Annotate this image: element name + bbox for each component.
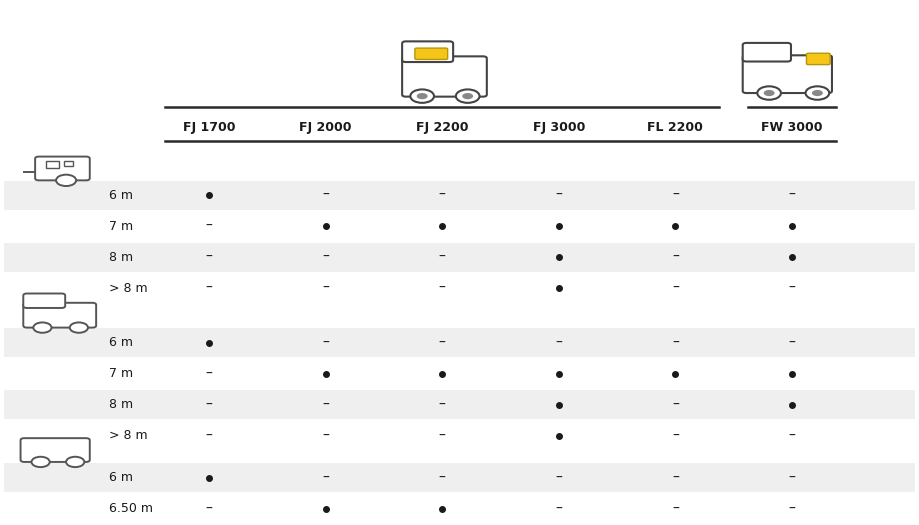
Text: –: –	[206, 281, 212, 296]
Text: 8 m: 8 m	[108, 251, 133, 264]
Text: –: –	[672, 471, 679, 485]
Text: –: –	[438, 335, 446, 350]
Text: –: –	[206, 250, 212, 264]
Bar	[5, 181, 914, 210]
Text: –: –	[438, 188, 446, 202]
Text: 6 m: 6 m	[108, 471, 133, 485]
Text: > 8 m: > 8 m	[108, 429, 148, 442]
Text: –: –	[206, 428, 212, 443]
FancyBboxPatch shape	[23, 303, 96, 328]
Text: 6 m: 6 m	[108, 189, 133, 202]
Circle shape	[70, 322, 88, 333]
Text: –: –	[555, 188, 562, 202]
Text: –: –	[438, 428, 446, 443]
Text: –: –	[206, 397, 212, 412]
Text: –: –	[672, 250, 679, 264]
Circle shape	[764, 90, 775, 96]
Text: FJ 3000: FJ 3000	[533, 121, 585, 134]
FancyBboxPatch shape	[414, 48, 448, 59]
Text: –: –	[206, 366, 212, 381]
Text: –: –	[555, 471, 562, 485]
Text: –: –	[323, 188, 329, 202]
Text: –: –	[323, 250, 329, 264]
Circle shape	[410, 89, 434, 103]
Text: –: –	[672, 502, 679, 516]
Text: –: –	[672, 397, 679, 412]
Circle shape	[757, 86, 781, 100]
Text: FL 2200: FL 2200	[647, 121, 703, 134]
Text: FJ 1700: FJ 1700	[183, 121, 235, 134]
Text: FW 3000: FW 3000	[761, 121, 823, 134]
Text: –: –	[438, 250, 446, 264]
Bar	[5, 243, 914, 272]
Bar	[46, 161, 59, 168]
Text: –: –	[672, 188, 679, 202]
Text: –: –	[789, 188, 795, 202]
Text: –: –	[323, 335, 329, 350]
Text: –: –	[672, 281, 679, 296]
Text: 7 m: 7 m	[108, 367, 133, 380]
FancyBboxPatch shape	[743, 55, 832, 93]
Circle shape	[66, 457, 85, 467]
Text: –: –	[323, 428, 329, 443]
FancyBboxPatch shape	[403, 41, 453, 62]
Text: –: –	[789, 428, 795, 443]
Text: –: –	[789, 502, 795, 516]
Text: 6 m: 6 m	[108, 336, 133, 349]
Bar	[5, 390, 914, 419]
FancyBboxPatch shape	[807, 53, 830, 65]
FancyBboxPatch shape	[20, 438, 90, 462]
Text: –: –	[438, 281, 446, 296]
Text: –: –	[323, 397, 329, 412]
Text: –: –	[438, 471, 446, 485]
Circle shape	[416, 93, 427, 99]
FancyBboxPatch shape	[403, 56, 487, 97]
Circle shape	[31, 457, 50, 467]
FancyBboxPatch shape	[23, 293, 65, 308]
Text: –: –	[323, 281, 329, 296]
Text: 6.50 m: 6.50 m	[108, 502, 153, 516]
Text: –: –	[672, 428, 679, 443]
Text: –: –	[555, 335, 562, 350]
Circle shape	[462, 93, 473, 99]
Bar	[5, 328, 914, 357]
Text: 7 m: 7 m	[108, 220, 133, 233]
Text: FJ 2000: FJ 2000	[300, 121, 352, 134]
FancyBboxPatch shape	[35, 156, 90, 181]
Bar	[5, 464, 914, 492]
Text: –: –	[206, 502, 212, 516]
FancyBboxPatch shape	[743, 43, 791, 61]
Text: > 8 m: > 8 m	[108, 282, 148, 295]
Text: –: –	[206, 219, 212, 233]
Text: –: –	[789, 335, 795, 350]
Text: –: –	[438, 397, 446, 412]
Circle shape	[806, 86, 829, 100]
Text: –: –	[789, 281, 795, 296]
Circle shape	[456, 89, 480, 103]
Text: –: –	[555, 502, 562, 516]
Circle shape	[56, 175, 76, 186]
Text: –: –	[323, 471, 329, 485]
Circle shape	[33, 322, 51, 333]
Circle shape	[811, 90, 823, 96]
Text: –: –	[789, 471, 795, 485]
Bar	[64, 161, 74, 166]
Text: FJ 2200: FJ 2200	[416, 121, 469, 134]
Text: 8 m: 8 m	[108, 398, 133, 411]
Text: –: –	[672, 335, 679, 350]
